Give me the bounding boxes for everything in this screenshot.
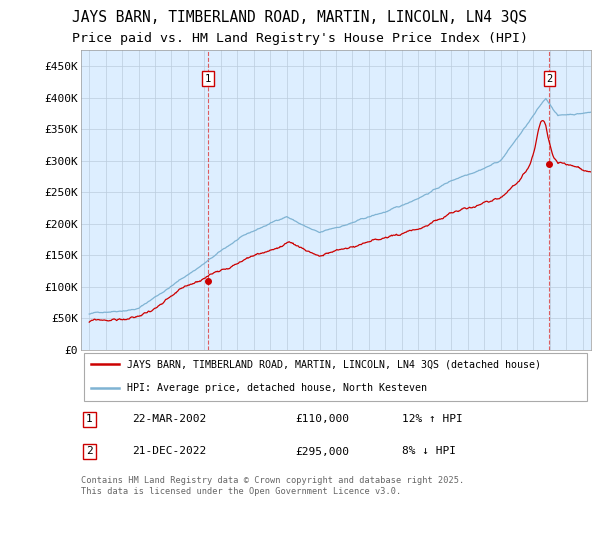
Text: 12% ↑ HPI: 12% ↑ HPI — [403, 414, 463, 424]
Text: HPI: Average price, detached house, North Kesteven: HPI: Average price, detached house, Nort… — [127, 383, 427, 393]
Text: Price paid vs. HM Land Registry's House Price Index (HPI): Price paid vs. HM Land Registry's House … — [72, 32, 528, 45]
Text: £110,000: £110,000 — [295, 414, 349, 424]
Text: 1: 1 — [86, 414, 93, 424]
Text: 21-DEC-2022: 21-DEC-2022 — [132, 446, 206, 456]
Text: Contains HM Land Registry data © Crown copyright and database right 2025.
This d: Contains HM Land Registry data © Crown c… — [81, 476, 464, 496]
Text: JAYS BARN, TIMBERLAND ROAD, MARTIN, LINCOLN, LN4 3QS: JAYS BARN, TIMBERLAND ROAD, MARTIN, LINC… — [73, 10, 527, 25]
Text: 22-MAR-2002: 22-MAR-2002 — [132, 414, 206, 424]
Text: 2: 2 — [546, 74, 553, 84]
Text: 8% ↓ HPI: 8% ↓ HPI — [403, 446, 457, 456]
Text: 1: 1 — [205, 74, 211, 84]
FancyBboxPatch shape — [83, 353, 587, 401]
Text: £295,000: £295,000 — [295, 446, 349, 456]
Text: 2: 2 — [86, 446, 93, 456]
Text: JAYS BARN, TIMBERLAND ROAD, MARTIN, LINCOLN, LN4 3QS (detached house): JAYS BARN, TIMBERLAND ROAD, MARTIN, LINC… — [127, 360, 541, 370]
